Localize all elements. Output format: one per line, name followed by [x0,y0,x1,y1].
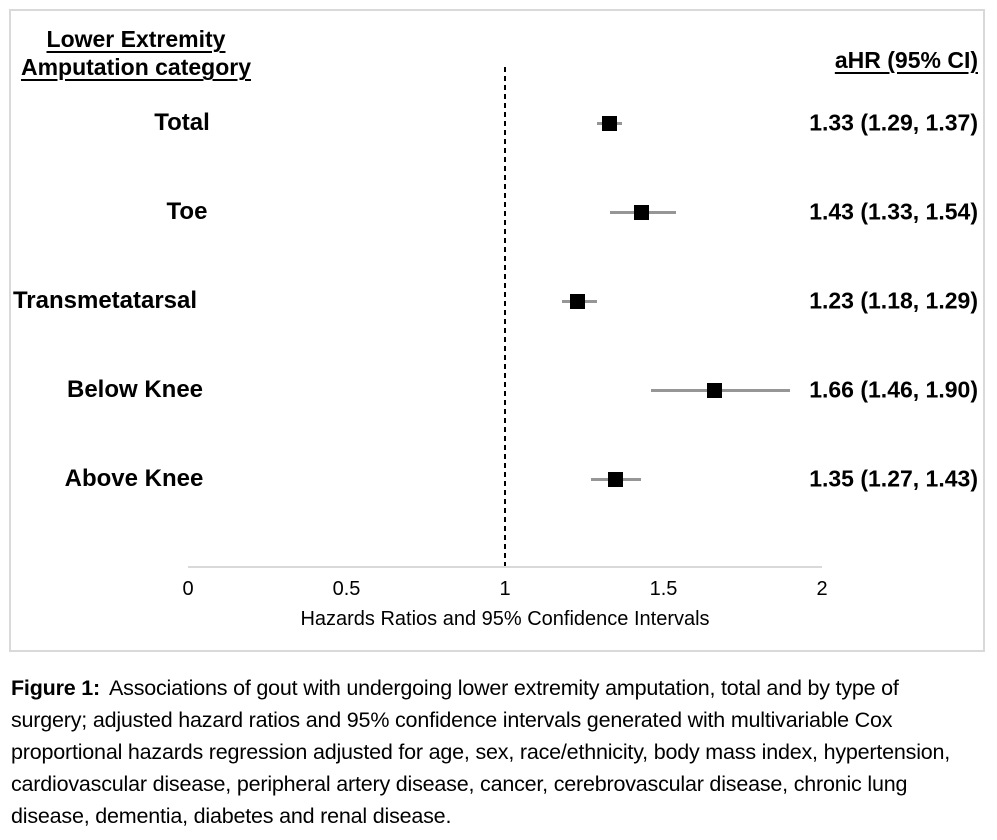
point-estimate-marker [570,293,586,309]
figure-caption-label: Figure 1: [11,676,100,700]
row-category-label: Above Knee [64,465,204,492]
x-axis-tick-label: 1 [499,578,511,600]
x-axis-tick-label: 2 [816,578,828,600]
row-ahr-value: 1.66 (1.46, 1.90) [809,376,978,403]
x-axis-title: Hazards Ratios and 95% Confidence Interv… [300,608,710,630]
point-estimate-marker [706,382,722,398]
point-estimate-marker [633,204,649,220]
row-ahr-value: 1.33 (1.29, 1.37) [809,109,978,136]
point-estimate-marker [608,471,624,487]
reference-line-hr1 [504,67,506,568]
point-estimate-marker [602,115,618,131]
category-column-header: Lower Extremity Amputation category [10,25,262,81]
row-category-label: Toe [166,198,208,225]
category-column-header-line1: Lower Extremity [46,26,226,52]
row-ahr-value: 1.35 (1.27, 1.43) [809,465,978,492]
row-category-label: Total [154,109,210,136]
category-column-header-line2: Amputation category [20,54,252,80]
x-axis-tick-label: 0 [182,578,194,600]
row-category-label: Below Knee [66,376,204,403]
forest-plot-frame [9,9,985,652]
x-axis-tick-label: 0.5 [332,578,361,600]
x-axis-line [188,566,822,568]
row-category-label: Transmetatarsal [12,287,198,314]
x-axis-tick-label: 1.5 [649,578,678,600]
figure-caption: Figure 1: Associations of gout with under… [11,672,973,832]
figure-caption-text: Associations of gout with undergoing low… [11,676,951,828]
ahr-column-header: aHR (95% CI) [834,47,978,73]
row-ahr-value: 1.23 (1.18, 1.29) [809,287,978,314]
row-ahr-value: 1.43 (1.33, 1.54) [809,198,978,225]
